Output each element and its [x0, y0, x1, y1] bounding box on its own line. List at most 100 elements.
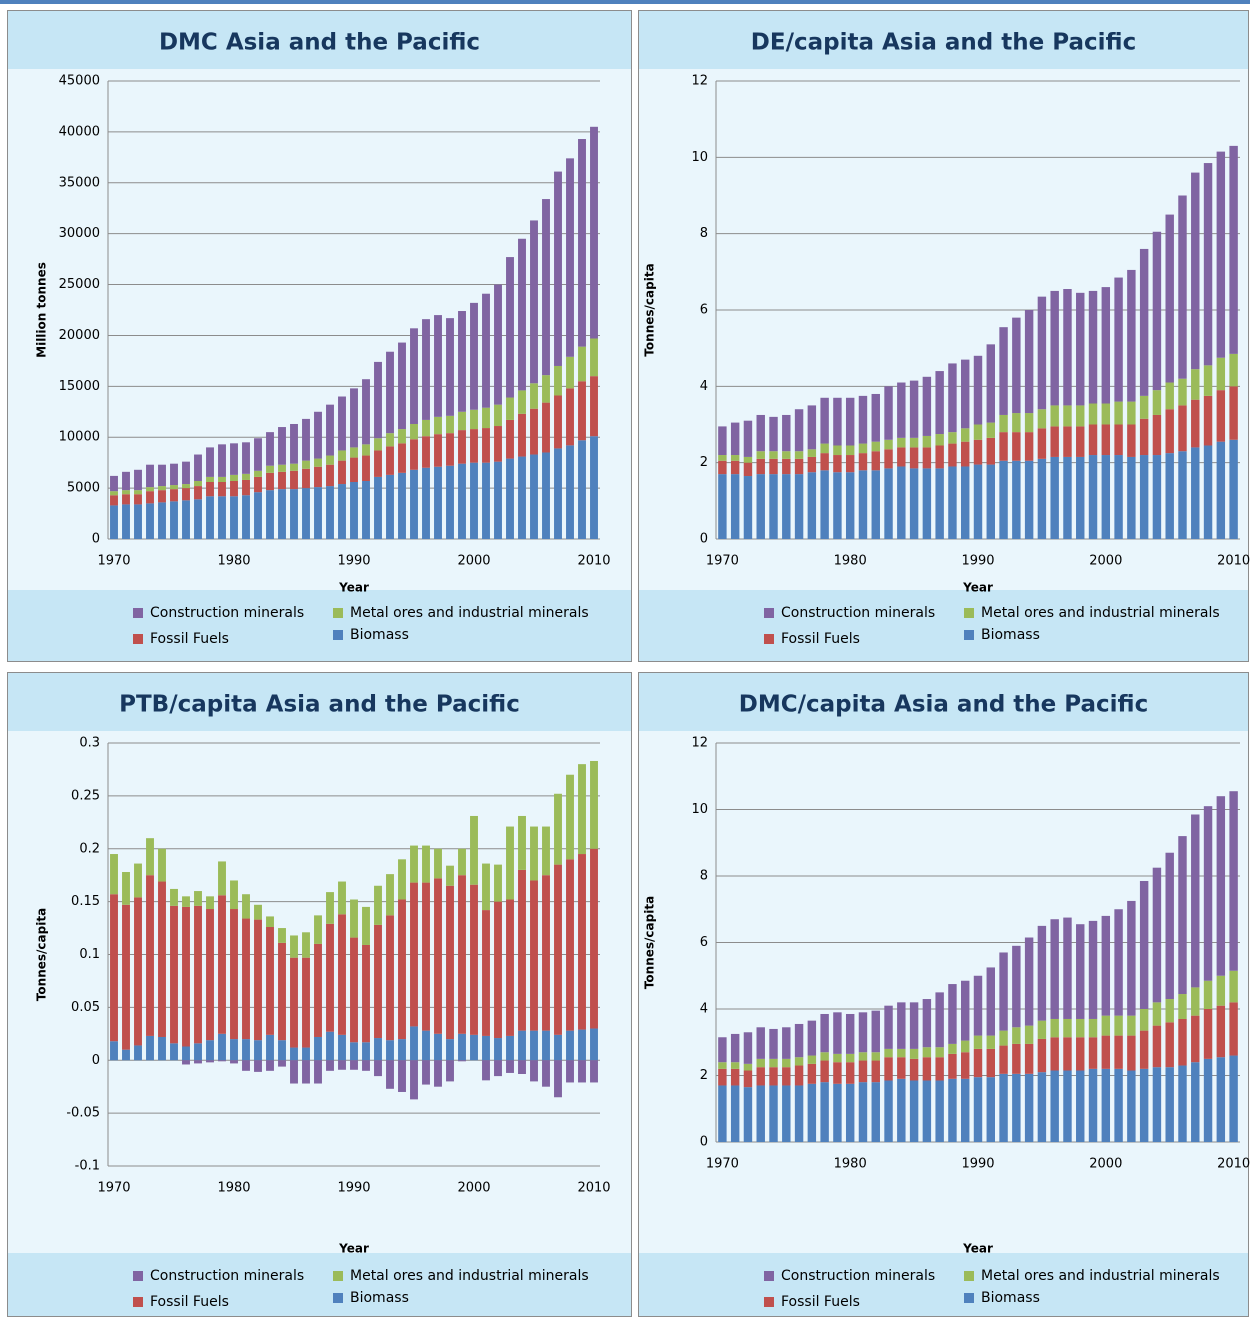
bar-segment [386, 915, 394, 1041]
bar-segment [769, 1067, 778, 1086]
y-tick-label: 35000 [59, 175, 100, 190]
bar-segment [884, 439, 893, 450]
legend-swatch [964, 608, 974, 618]
bar-segment [858, 1060, 868, 1083]
bar-segment [566, 859, 574, 1031]
bar-segment [374, 1060, 382, 1077]
bar-segment [350, 899, 358, 938]
bar-segment [122, 504, 130, 539]
bar-segment [884, 1080, 893, 1142]
bar-segment [158, 848, 166, 882]
bar-segment [398, 443, 406, 473]
bar-segment [909, 1048, 919, 1059]
bar-segment [470, 429, 478, 463]
bar-segment [1139, 1068, 1149, 1142]
bar-segment [542, 1060, 550, 1087]
x-tick-label: 1970 [706, 554, 739, 569]
bar-segment [909, 468, 919, 539]
bar-segment [362, 480, 370, 539]
bar-segment [845, 1062, 855, 1084]
bar-segment [422, 467, 430, 539]
bar-segment [134, 494, 142, 505]
bar-segment [794, 1065, 804, 1086]
bar-segment [1127, 1035, 1136, 1071]
bar-segment [1063, 1037, 1072, 1071]
y-tick-label: 12 [691, 74, 708, 89]
bar-segment [518, 413, 526, 457]
bar-segment [506, 419, 514, 459]
y-tick-label: 40000 [59, 124, 100, 139]
legend-swatch [764, 1271, 774, 1281]
bar-segment [1191, 399, 1200, 448]
bar-segment [434, 1033, 442, 1061]
bar-segment [446, 415, 454, 434]
bar-segment [833, 1012, 842, 1054]
bar-segment [1012, 1043, 1021, 1074]
bar-segment [718, 460, 727, 475]
bar-segment [110, 854, 118, 895]
bar-segment [845, 472, 855, 539]
bar-segment [578, 139, 586, 347]
bar-segment [845, 455, 855, 473]
bar-segment [1203, 1058, 1213, 1142]
bar-segment [338, 881, 346, 915]
bar-segment [230, 1060, 238, 1064]
bar-segment [1152, 455, 1162, 539]
bar-segment [1127, 1070, 1136, 1142]
bar-segment [1101, 915, 1111, 1016]
bar-segment [1050, 426, 1059, 457]
bar-segment [482, 910, 490, 1036]
bar-segment [794, 458, 804, 475]
bar-segment [897, 382, 906, 438]
legend-swatch [133, 634, 143, 644]
bar-segment [961, 466, 970, 539]
bar-segment [278, 464, 286, 472]
bar-segment [1037, 458, 1047, 539]
bar-segment [422, 1060, 430, 1085]
bar-segment [1165, 453, 1174, 539]
bar-segment [1139, 455, 1149, 539]
bar-segment [410, 882, 418, 1027]
bar-segment [290, 1047, 298, 1061]
chart-panel: DMC/capita Asia and the Pacific 0 2 4 6 8 10 12… [638, 672, 1250, 1317]
bar-segment [290, 1060, 298, 1084]
bar-segment [470, 884, 478, 1035]
bar-segment [266, 432, 274, 466]
bar-segment [206, 896, 214, 910]
bar-segment [302, 932, 310, 958]
bar-segment [398, 342, 406, 430]
legend-swatch [764, 634, 774, 644]
bar-segment [218, 476, 226, 483]
bar-segment [948, 443, 957, 467]
bar-segment [506, 1035, 514, 1061]
bar-segment [794, 409, 804, 452]
bar-segment [782, 1058, 791, 1068]
bar-segment [756, 1027, 765, 1059]
legend-label: Biomass [981, 1290, 1040, 1306]
bar-segment [922, 999, 932, 1048]
bar-segment [1127, 1015, 1136, 1036]
bar-segment [858, 453, 868, 471]
bar-segment [230, 474, 238, 481]
bar-segment [1178, 378, 1187, 406]
legend-label: Construction minerals [781, 1268, 935, 1284]
bar-segment [362, 1042, 370, 1061]
bar-segment [374, 450, 382, 477]
bar-segment [326, 1031, 334, 1061]
bar-segment [374, 438, 382, 451]
bar-segment [518, 869, 526, 1031]
x-tick-label: 1980 [834, 1157, 867, 1172]
bar-segment [218, 496, 226, 539]
bar-segment [961, 1078, 970, 1142]
bar-segment [935, 1047, 944, 1058]
y-tick-label: 25000 [59, 277, 100, 292]
bar-segment [718, 426, 727, 456]
bar-segment [922, 468, 932, 539]
bar-segment [218, 444, 226, 477]
bar-segment [194, 1060, 202, 1064]
bar-segment [909, 1002, 919, 1049]
bar-segment [948, 1078, 957, 1142]
bar-segment [362, 944, 370, 1043]
bar-segment [948, 984, 957, 1044]
legend-swatch [333, 608, 343, 618]
